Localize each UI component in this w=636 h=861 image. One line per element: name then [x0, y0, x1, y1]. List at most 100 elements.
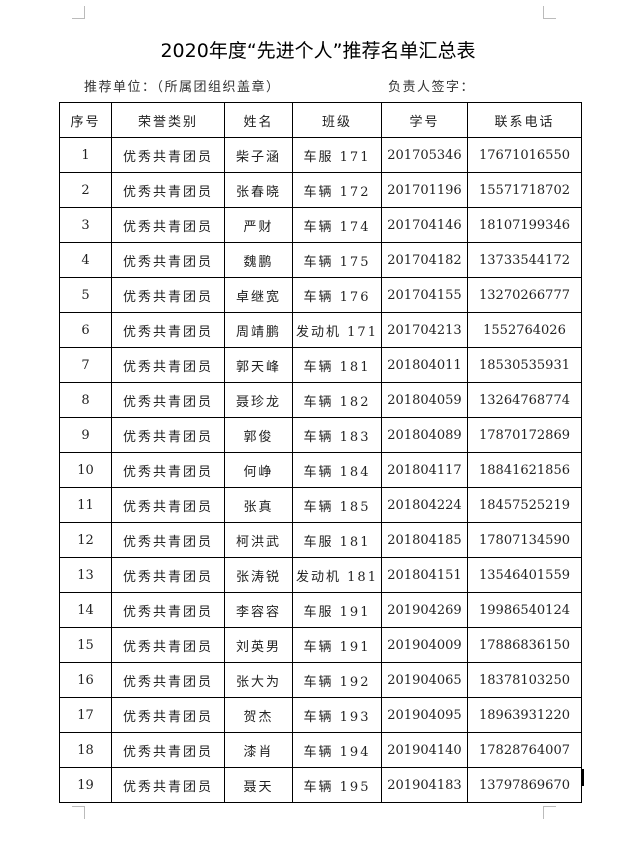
cell-name: 贺杰	[224, 697, 293, 733]
header-honor: 荣誉类别	[111, 102, 225, 138]
cell-phone: 17828764007	[467, 732, 582, 768]
cell-honor: 优秀共青团员	[111, 487, 225, 523]
cell-class: 发动机 181	[292, 557, 382, 593]
cell-name: 李容容	[224, 592, 293, 628]
cell-phone: 18530535931	[467, 347, 582, 383]
cell-seq: 13	[59, 557, 112, 593]
cell-class: 车辆 181	[292, 347, 382, 383]
cell-phone: 18378103250	[467, 662, 582, 698]
cell-phone: 18963931220	[467, 697, 582, 733]
cell-name: 聂天	[224, 767, 293, 803]
cell-name: 卓继宽	[224, 277, 293, 313]
cell-honor: 优秀共青团员	[111, 137, 225, 173]
cell-name: 张春晓	[224, 172, 293, 208]
cell-class: 车辆 172	[292, 172, 382, 208]
table-row: 2 优秀共青团员 张春晓 车辆 172 201701196 15571718702	[59, 172, 582, 208]
table-row: 3 优秀共青团员 严财 车辆 174 201704146 18107199346	[59, 207, 582, 243]
text-cursor	[581, 769, 584, 786]
cell-name: 聂珍龙	[224, 382, 293, 418]
cell-honor: 优秀共青团员	[111, 207, 225, 243]
header-phone: 联系电话	[467, 102, 582, 138]
table-row: 10 优秀共青团员 何峥 车辆 184 201804117 18841621856	[59, 452, 582, 488]
cell-name: 刘英男	[224, 627, 293, 663]
cell-student-id: 201904183	[381, 767, 468, 803]
cell-phone: 17671016550	[467, 137, 582, 173]
cell-seq: 15	[59, 627, 112, 663]
cell-phone: 17886836150	[467, 627, 582, 663]
cell-phone: 17807134590	[467, 522, 582, 558]
cell-phone: 17870172869	[467, 417, 582, 453]
cell-student-id: 201904009	[381, 627, 468, 663]
cell-phone: 1552764026	[467, 312, 582, 348]
cell-class: 发动机 171	[292, 312, 382, 348]
cell-seq: 7	[59, 347, 112, 383]
table-row: 9 优秀共青团员 郭俊 车辆 183 201804089 17870172869	[59, 417, 582, 453]
table-row: 5 优秀共青团员 卓继宽 车辆 176 201704155 13270266777	[59, 277, 582, 313]
cell-class: 车辆 185	[292, 487, 382, 523]
cell-name: 周靖鹏	[224, 312, 293, 348]
cell-student-id: 201704155	[381, 277, 468, 313]
table-row: 4 优秀共青团员 魏鹏 车辆 175 201704182 13733544172	[59, 242, 582, 278]
cell-class: 车辆 175	[292, 242, 382, 278]
margin-mark-bottom-left	[72, 806, 85, 819]
table-row: 6 优秀共青团员 周靖鹏 发动机 171 201704213 1552764026	[59, 312, 582, 348]
cell-class: 车辆 193	[292, 697, 382, 733]
table-row: 1 优秀共青团员 柴子涵 车服 171 201705346 17671016550	[59, 137, 582, 173]
cell-student-id: 201904140	[381, 732, 468, 768]
cell-student-id: 201705346	[381, 137, 468, 173]
cell-honor: 优秀共青团员	[111, 592, 225, 628]
cell-seq: 3	[59, 207, 112, 243]
cell-seq: 18	[59, 732, 112, 768]
cell-student-id: 201704146	[381, 207, 468, 243]
cell-student-id: 201804185	[381, 522, 468, 558]
cell-student-id: 201804151	[381, 557, 468, 593]
cell-student-id: 201904269	[381, 592, 468, 628]
header-class: 班级	[292, 102, 382, 138]
recommendation-table: 序号 荣誉类别 姓名 班级 学号 联系电话 1 优秀共青团员 柴子涵 车服 171 2017053…	[59, 102, 582, 803]
table-row: 11 优秀共青团员 张真 车辆 185 201804224 18457525219	[59, 487, 582, 523]
table-row: 8 优秀共青团员 聂珍龙 车辆 182 201804059 13264768774	[59, 382, 582, 418]
cell-seq: 10	[59, 452, 112, 488]
cell-seq: 12	[59, 522, 112, 558]
table-row: 13 优秀共青团员 张涛锐 发动机 181 201804151 13546401559	[59, 557, 582, 593]
cell-name: 严财	[224, 207, 293, 243]
cell-name: 郭天峰	[224, 347, 293, 383]
cell-phone: 13733544172	[467, 242, 582, 278]
cell-student-id: 201904095	[381, 697, 468, 733]
cell-seq: 16	[59, 662, 112, 698]
cell-honor: 优秀共青团员	[111, 172, 225, 208]
cell-student-id: 201804117	[381, 452, 468, 488]
cell-student-id: 201704213	[381, 312, 468, 348]
table-row: 12 优秀共青团员 柯洪武 车服 181 201804185 17807134590	[59, 522, 582, 558]
cell-seq: 11	[59, 487, 112, 523]
cell-phone: 15571718702	[467, 172, 582, 208]
cell-seq: 8	[59, 382, 112, 418]
cell-honor: 优秀共青团员	[111, 697, 225, 733]
table-header-row: 序号 荣誉类别 姓名 班级 学号 联系电话	[59, 102, 582, 138]
cell-class: 车辆 192	[292, 662, 382, 698]
cell-name: 魏鹏	[224, 242, 293, 278]
margin-mark-top-left	[72, 6, 85, 19]
cell-student-id: 201701196	[381, 172, 468, 208]
cell-class: 车服 171	[292, 137, 382, 173]
cell-honor: 优秀共青团员	[111, 347, 225, 383]
cell-student-id: 201804089	[381, 417, 468, 453]
table-row: 15 优秀共青团员 刘英男 车辆 191 201904009 17886836150	[59, 627, 582, 663]
cell-student-id: 201804059	[381, 382, 468, 418]
cell-seq: 6	[59, 312, 112, 348]
cell-honor: 优秀共青团员	[111, 277, 225, 313]
cell-honor: 优秀共青团员	[111, 242, 225, 278]
cell-honor: 优秀共青团员	[111, 522, 225, 558]
cell-honor: 优秀共青团员	[111, 662, 225, 698]
cell-seq: 17	[59, 697, 112, 733]
cell-student-id: 201804011	[381, 347, 468, 383]
cell-phone: 18457525219	[467, 487, 582, 523]
table-row: 19 优秀共青团员 聂天 车辆 195 201904183 13797869670	[59, 767, 582, 803]
cell-name: 漆肖	[224, 732, 293, 768]
header-student-id: 学号	[381, 102, 468, 138]
table-row: 17 优秀共青团员 贺杰 车辆 193 201904095 18963931220	[59, 697, 582, 733]
cell-honor: 优秀共青团员	[111, 732, 225, 768]
cell-honor: 优秀共青团员	[111, 312, 225, 348]
margin-mark-top-right	[543, 6, 556, 19]
cell-phone: 18107199346	[467, 207, 582, 243]
